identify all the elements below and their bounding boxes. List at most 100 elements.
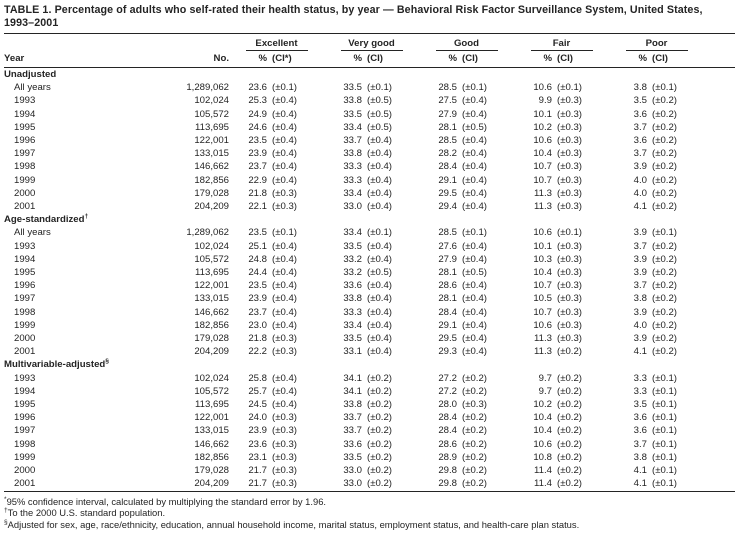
filler-cell — [704, 306, 735, 319]
section-header-row: Age-standardized† — [4, 213, 735, 226]
cell-pct: 33.1 — [343, 346, 362, 358]
cell-ci: (±0.3) — [557, 135, 582, 147]
cell-ci: (±0.2) — [557, 465, 582, 477]
cell-ci: (±0.2) — [652, 267, 677, 279]
column-header-ci-very-good: (CI) — [362, 50, 419, 68]
cell-pct: 21.7 — [248, 478, 267, 490]
cell-pct: 33.8 — [343, 293, 362, 305]
cell-pct: 10.7 — [533, 280, 552, 292]
cell-pct: 29.1 — [438, 174, 457, 186]
cell-pct: 27.9 — [438, 108, 457, 120]
table-row: 2001 204,209 22.2 (±0.3) 33.1 (±0.4) 29.3 (±0.4… — [4, 345, 735, 358]
cell-pct: 33.8 — [343, 399, 362, 411]
cell-year: 2001 — [14, 346, 36, 358]
filler-cell — [704, 134, 735, 147]
cell-ci: (±0.4) — [367, 333, 392, 345]
cell-year: 1993 — [14, 372, 36, 384]
cell-no: 179,028 — [194, 465, 229, 477]
cell-ci: (±0.4) — [462, 187, 487, 199]
cell-year: 1999 — [14, 319, 36, 331]
group-label-poor: Poor — [625, 38, 688, 51]
cell-no: 133,015 — [194, 293, 229, 305]
cell-ci: (±0.4) — [272, 108, 297, 120]
cell-pct: 3.9 — [633, 267, 647, 279]
cell-ci: (±0.4) — [272, 161, 297, 173]
cell-pct: 28.6 — [438, 438, 457, 450]
section-header-row: Multivariable-adjusted§ — [4, 358, 735, 371]
cell-ci: (±0.4) — [367, 201, 392, 213]
table-row: 1995 113,695 24.4 (±0.4) 33.2 (±0.5) 28.1 (±0.5… — [4, 266, 735, 279]
cell-ci: (±0.2) — [367, 425, 392, 437]
cell-pct: 28.4 — [438, 306, 457, 318]
cell-year: 1998 — [14, 161, 36, 173]
cell-year: 2000 — [14, 187, 36, 199]
table-header: Excellent Very good Good Fair Poor Year … — [4, 34, 735, 68]
cell-pct: 3.5 — [633, 95, 647, 107]
cell-pct: 10.6 — [533, 319, 552, 331]
table-row: 1995 113,695 24.6 (±0.4) 33.4 (±0.5) 28.1 (±0.5… — [4, 121, 735, 134]
filler-cell — [704, 81, 735, 94]
column-header-row: Year No. % (CI*) % (CI) % (CI) % (CI) % … — [4, 50, 735, 68]
group-header-fair: Fair — [514, 34, 609, 51]
cell-pct: 28.4 — [438, 412, 457, 424]
cell-ci: (±0.4) — [272, 293, 297, 305]
cell-ci: (±0.4) — [462, 108, 487, 120]
cell-no: 105,572 — [194, 108, 229, 120]
cell-ci: (±0.3) — [272, 333, 297, 345]
cell-pct: 23.6 — [248, 438, 267, 450]
cell-no: 1,289,062 — [186, 227, 229, 239]
cell-no: 133,015 — [194, 425, 229, 437]
cell-ci: (±0.2) — [462, 385, 487, 397]
cell-pct: 33.4 — [343, 227, 362, 239]
section-label-cell: Unadjusted — [4, 68, 735, 82]
table-row: 1994 105,572 24.9 (±0.4) 33.5 (±0.5) 27.9 (±0.4… — [4, 108, 735, 121]
cell-no: 122,001 — [194, 135, 229, 147]
cell-pct: 28.0 — [438, 399, 457, 411]
cell-pct: 33.4 — [343, 319, 362, 331]
cell-pct: 29.5 — [438, 187, 457, 199]
cell-no: 146,662 — [194, 306, 229, 318]
column-header-ci-good: (CI) — [457, 50, 514, 68]
footnotes: *95% confidence interval, calculated by … — [4, 496, 735, 531]
cell-pct: 4.1 — [633, 465, 647, 477]
cell-pct: 27.6 — [438, 240, 457, 252]
table-row: 2001 204,209 22.1 (±0.3) 33.0 (±0.4) 29.4 (±0.4… — [4, 200, 735, 213]
cell-ci: (±0.4) — [272, 135, 297, 147]
section-label: Multivariable-adjusted — [4, 359, 106, 371]
cell-ci: (±0.2) — [367, 412, 392, 424]
cell-ci: (±0.4) — [462, 161, 487, 173]
footnote-text: To the 2000 U.S. standard population. — [7, 507, 166, 518]
footnote-adjusted: §Adjusted for sex, age, race/ethnicity, … — [4, 519, 735, 531]
cell-ci: (±0.2) — [557, 346, 582, 358]
table-row: 1995 113,695 24.5 (±0.4) 33.8 (±0.2) 28.0 (±0.3… — [4, 398, 735, 411]
table-row: 1994 105,572 25.7 (±0.4) 34.1 (±0.2) 27.2 (±0.2… — [4, 385, 735, 398]
cell-ci: (±0.3) — [272, 465, 297, 477]
cell-year: 1996 — [14, 280, 36, 292]
cell-pct: 33.4 — [343, 187, 362, 199]
cell-pct: 33.3 — [343, 174, 362, 186]
cell-pct: 33.6 — [343, 438, 362, 450]
filler-cell — [704, 121, 735, 134]
column-header-pct-very-good: % — [324, 50, 362, 68]
cell-no: 179,028 — [194, 333, 229, 345]
column-header-pct-excellent: % — [229, 50, 267, 68]
cell-ci: (±0.2) — [462, 372, 487, 384]
group-header-spacer — [4, 34, 229, 51]
cell-year: 1996 — [14, 135, 36, 147]
cell-no: 102,024 — [194, 95, 229, 107]
cell-ci: (±0.2) — [462, 425, 487, 437]
group-header-poor: Poor — [609, 34, 704, 51]
cell-pct: 23.1 — [248, 451, 267, 463]
cell-ci: (±0.1) — [272, 227, 297, 239]
filler-cell — [704, 279, 735, 292]
cell-pct: 24.8 — [248, 253, 267, 265]
cell-pct: 4.1 — [633, 478, 647, 490]
cell-ci: (±0.4) — [272, 174, 297, 186]
filler-cell — [704, 94, 735, 107]
filler-cell — [704, 292, 735, 305]
cell-ci: (±0.3) — [557, 319, 582, 331]
column-header-year: Year — [4, 50, 134, 68]
table-row: 1994 105,572 24.8 (±0.4) 33.2 (±0.4) 27.9 (±0.4… — [4, 253, 735, 266]
table-row: 1998 146,662 23.6 (±0.3) 33.6 (±0.2) 28.6 (±0.2… — [4, 438, 735, 451]
cell-pct: 11.3 — [534, 201, 552, 213]
